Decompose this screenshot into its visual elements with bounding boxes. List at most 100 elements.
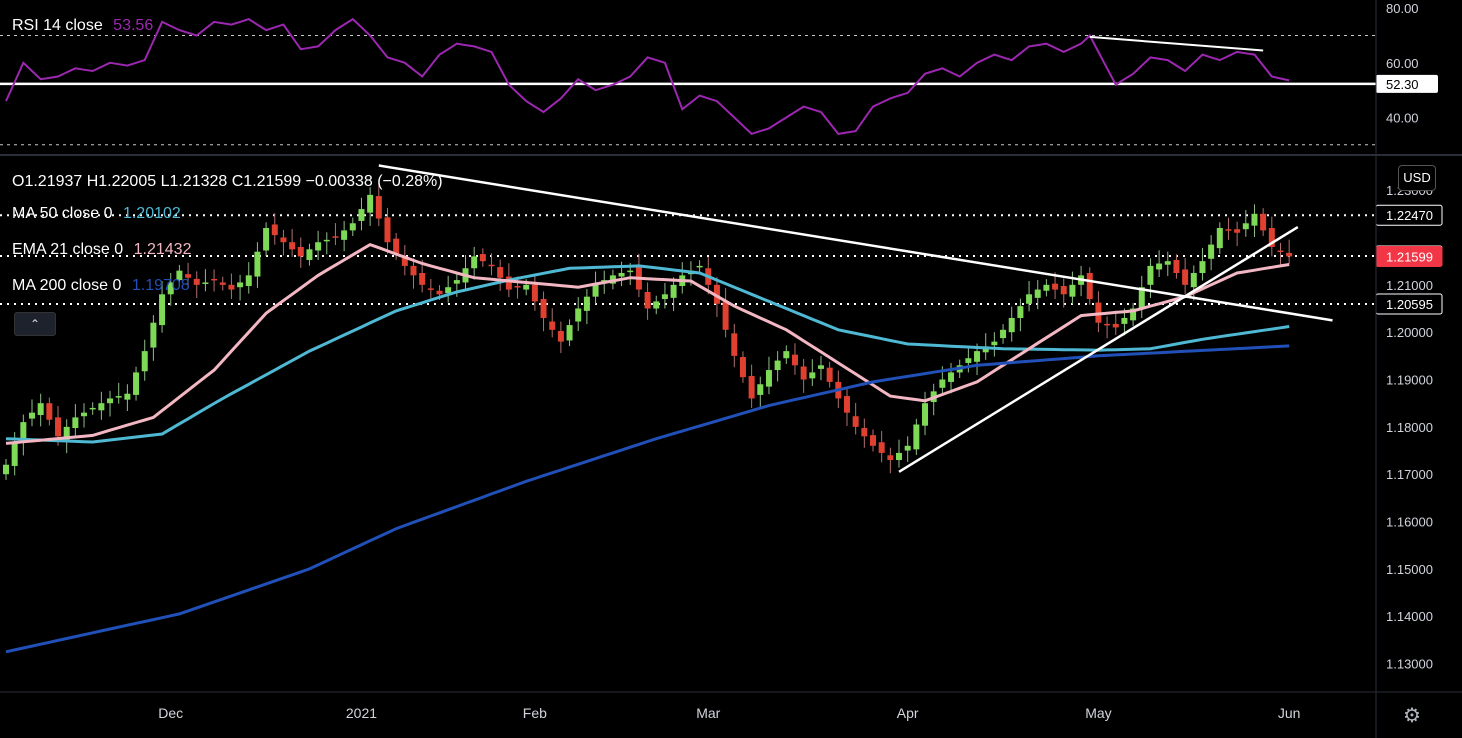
candle-body[interactable] — [384, 217, 391, 243]
candle-body[interactable] — [1104, 323, 1111, 326]
candle-body[interactable] — [1242, 223, 1249, 230]
gear-icon[interactable]: ⚙ — [1403, 705, 1421, 727]
candle-body[interactable] — [332, 236, 339, 238]
candle-body[interactable] — [540, 299, 547, 318]
candle-body[interactable] — [653, 301, 660, 309]
candle-body[interactable] — [167, 282, 174, 295]
candle-body[interactable] — [783, 351, 790, 359]
candle-body[interactable] — [800, 366, 807, 380]
candle-body[interactable] — [11, 443, 18, 466]
candle-body[interactable] — [904, 445, 911, 451]
candle-body[interactable] — [505, 276, 512, 290]
candle-body[interactable] — [948, 372, 955, 382]
candle-body[interactable] — [497, 267, 504, 278]
candle-body[interactable] — [722, 301, 729, 330]
candle-body[interactable] — [991, 341, 998, 346]
candle-body[interactable] — [523, 284, 530, 290]
candle-body[interactable] — [1008, 317, 1015, 333]
ma50-legend[interactable]: MA 50 close 0 1.20102 — [12, 204, 181, 224]
candle-body[interactable] — [280, 237, 287, 243]
candle-body[interactable] — [367, 194, 374, 213]
candle-body[interactable] — [1182, 269, 1189, 285]
candle-body[interactable] — [1199, 261, 1206, 273]
candle-body[interactable] — [1216, 228, 1223, 249]
candle-body[interactable] — [861, 428, 868, 437]
candle-body[interactable] — [141, 351, 148, 372]
candle-body[interactable] — [133, 372, 140, 395]
candle-body[interactable] — [445, 287, 452, 294]
candle-body[interactable] — [739, 357, 746, 378]
candle-body[interactable] — [1190, 272, 1197, 288]
candle-body[interactable] — [81, 412, 88, 417]
candle-body[interactable] — [63, 426, 70, 440]
candle-body[interactable] — [1156, 263, 1163, 270]
candle-body[interactable] — [323, 239, 330, 242]
rsi-trendline[interactable] — [1089, 35, 1264, 52]
candle-body[interactable] — [1277, 250, 1284, 253]
price-pane[interactable]: 1.13000 1.14000 1.15000 1.16000 1.17000 1.180… — [0, 164, 1443, 672]
candle-body[interactable] — [341, 230, 348, 240]
candle-body[interactable] — [271, 224, 278, 236]
candle-body[interactable] — [150, 322, 157, 348]
candle-body[interactable] — [289, 242, 296, 250]
candle-body[interactable] — [896, 452, 903, 461]
candle-body[interactable] — [1130, 308, 1137, 321]
candle-body[interactable] — [670, 284, 677, 298]
candle-body[interactable] — [922, 403, 929, 426]
candle-body[interactable] — [176, 270, 183, 281]
candle-body[interactable] — [696, 265, 703, 268]
candle-body[interactable] — [306, 249, 313, 260]
ma200-legend[interactable]: MA 200 close 0 1.19708 — [12, 276, 190, 296]
candle-body[interactable] — [1173, 259, 1180, 273]
candle-body[interactable] — [115, 396, 122, 398]
candle-body[interactable] — [557, 330, 564, 342]
ma-line-ma50[interactable] — [5, 264, 1290, 444]
candle-body[interactable] — [1052, 283, 1059, 290]
candle-body[interactable] — [488, 264, 495, 267]
candle-body[interactable] — [1121, 317, 1128, 324]
candle-body[interactable] — [661, 294, 668, 300]
candle-body[interactable] — [713, 284, 720, 304]
candle-body[interactable] — [618, 272, 625, 277]
candle-body[interactable] — [237, 282, 244, 288]
candle-body[interactable] — [410, 265, 417, 276]
candle-body[interactable] — [1060, 286, 1067, 295]
candle-body[interactable] — [1034, 289, 1041, 298]
candle-body[interactable] — [1164, 261, 1171, 265]
candle-body[interactable] — [228, 284, 235, 290]
candle-body[interactable] — [1086, 272, 1093, 300]
ma-line-ma200[interactable] — [5, 344, 1290, 654]
rsi-pane[interactable]: 40.00 60.00 80.00 52.30 — [0, 1, 1438, 146]
currency-button[interactable]: USD — [1398, 165, 1436, 191]
candle-body[interactable] — [1112, 323, 1119, 328]
candle-body[interactable] — [1234, 229, 1241, 233]
ma-line-ema21[interactable] — [5, 242, 1290, 445]
candle-body[interactable] — [843, 396, 850, 413]
candle-body[interactable] — [1268, 228, 1275, 247]
candle-body[interactable] — [72, 417, 79, 429]
candle-body[interactable] — [1260, 213, 1267, 231]
candle-body[interactable] — [870, 435, 876, 446]
candle-body[interactable] — [791, 354, 798, 366]
candle-body[interactable] — [1026, 294, 1033, 304]
candle-body[interactable] — [254, 251, 261, 277]
candle-body[interactable] — [748, 375, 755, 399]
candle-body[interactable] — [124, 393, 131, 400]
candle-body[interactable] — [3, 464, 9, 475]
candle-body[interactable] — [185, 274, 192, 278]
candle-body[interactable] — [765, 370, 772, 387]
candle-body[interactable] — [965, 358, 972, 363]
candle-body[interactable] — [575, 308, 582, 322]
candle-body[interactable] — [479, 254, 486, 262]
candle-body[interactable] — [1251, 213, 1258, 226]
candle-body[interactable] — [427, 288, 434, 290]
candle-body[interactable] — [913, 424, 920, 450]
candle-body[interactable] — [731, 333, 738, 356]
candle-body[interactable] — [1138, 287, 1145, 309]
price-trendline[interactable] — [898, 226, 1299, 473]
candle-body[interactable] — [107, 398, 114, 404]
candle-body[interactable] — [55, 417, 62, 437]
price-trendline[interactable] — [378, 164, 1333, 322]
candle-body[interactable] — [471, 256, 478, 269]
